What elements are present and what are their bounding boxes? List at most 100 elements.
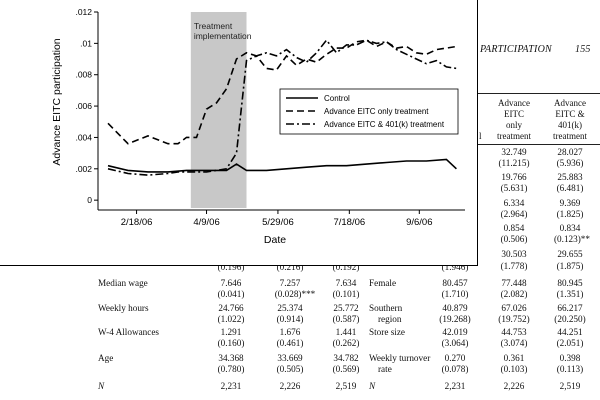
legend-label: Advance EITC & 401(k) treatment [324,120,445,129]
table-cell: (0.587) [332,314,360,324]
table-cell: 7.634 [335,278,357,288]
table-cell: 1.676 [279,327,301,337]
row-label: Store size [369,327,405,337]
table-cell: 33.669 [277,353,303,363]
band-label-line1: Treatment [194,21,233,31]
table-cell: 24.766 [218,303,244,313]
legend-label: Control [324,94,350,103]
table-cell: (0.780) [217,364,245,374]
row-label: Median wage [98,278,148,288]
table-cell: (0.041) [217,289,245,299]
table-cell: (5.631) [500,183,528,193]
table-cell: (0.461) [276,338,304,348]
y-axis-title: Advance EITC participation [51,38,63,165]
x-axis-title: Date [264,234,286,246]
table-cell: (2.051) [556,338,584,348]
y-tick-label: .012 [75,7,92,17]
col-head-line: only [505,120,522,130]
table-cell: 2,231 [220,381,242,391]
row-label: Weekly hours [98,303,149,313]
table-cell: 2,226 [279,381,301,391]
table-cell: (1.875) [556,261,584,271]
col-head-line: EITC [504,109,524,119]
table-cell: (0.160) [217,338,245,348]
y-tick-label: 0 [87,195,92,205]
table-cell: 2,231 [444,381,466,391]
table-cell: 42.019 [442,327,468,337]
col-head-line: treatment [553,131,587,141]
row-label-n: N [369,381,376,391]
table-cell: (3.074) [500,338,528,348]
table-cell: (20.250) [554,314,586,324]
table-cell: (0.914) [276,314,304,324]
table-cell: 0.361 [503,353,525,363]
table-cell: 66.217 [557,303,583,313]
chart-window: Treatment implementation 0 .002 .004 .006 .0… [0,0,478,266]
y-tick-label: .004 [75,132,92,142]
table-cell: 0.398 [559,353,581,363]
row-label-cont: region [378,314,402,324]
line-chart: Treatment implementation 0 .002 .004 .006 .0… [51,7,465,246]
row-label: W-4 Allowances [98,327,159,337]
table-cell: 7.257 [279,278,301,288]
table-cell: 0.854 [503,223,525,233]
x-tick-label: 2/18/06 [121,217,153,228]
table-cell: (5.936) [556,158,584,168]
table-cell: (0.123)** [554,234,590,244]
table-cell: 2,519 [559,381,581,391]
table-cell: (2.082) [500,289,528,299]
col-head-advance-eitc-401k: Advance EITC & 401(k) treatment [542,98,598,142]
row-label: Age [98,353,114,363]
y-tick-label: .002 [75,164,92,174]
table-head-rule [478,144,600,145]
table-cell: (1.022) [217,314,245,324]
table-cell: (11.215) [498,158,530,168]
table-cell: 25.374 [277,303,303,313]
page-number: 155 [575,44,591,55]
table-cell: 77.448 [501,278,527,288]
partial-col-marker: l [479,131,482,141]
table-cell: 44.753 [501,327,527,337]
table-cell: (0.192) [332,262,360,272]
row-label-n: N [98,381,105,391]
table-cell: (0.569) [332,364,360,374]
table-cell: 67.026 [501,303,527,313]
table-cell: (2.964) [500,209,528,219]
table-cell: (0.103) [500,364,528,374]
table-cell: (0.262) [332,338,360,348]
row-label: Female [369,278,397,288]
table-cell: (0.506) [500,234,528,244]
y-tick-label: .01 [80,38,92,48]
table-cell: 80.945 [557,278,583,288]
table-cell: 34.368 [218,353,244,363]
table-cell: 29.655 [557,249,583,259]
table-cell: 19.766 [501,172,527,182]
col-head-line: treatment [497,131,531,141]
table-cell: 80.457 [442,278,468,288]
x-tick-label: 5/29/06 [262,217,294,228]
table-cell: (0.113) [556,364,584,374]
legend-label: Advance EITC only treatment [324,107,429,116]
table-cell: 1.291 [220,327,242,337]
table-cell: (0.196) [217,262,245,272]
running-head: PARTICIPATION [480,44,552,55]
row-label: Weekly turnover [369,353,431,363]
table-cell: 25.772 [333,303,359,313]
table-cell: (1.710) [441,289,469,299]
x-tick-label: 4/9/06 [193,217,219,228]
y-tick-label: .006 [75,101,92,111]
table-cell: 30.503 [501,249,527,259]
axis-ticks: 0 .002 .004 .006 .008 .01 .012 2/18/06 4/9/06 5/2… [75,7,432,228]
table-cell: 0.834 [559,223,581,233]
table-cell: (3.064) [441,338,469,348]
row-label: Southern [369,303,403,313]
x-tick-label: 7/18/06 [333,217,365,228]
table-cell: 2,519 [335,381,357,391]
table-cell: 44.251 [557,327,583,337]
series-line-solid [107,158,457,173]
table-cell: (19.268) [439,314,471,324]
table-cell: 40.879 [442,303,468,313]
row-label-cont: rate [378,364,392,374]
table-cell: (0.078) [441,364,469,374]
x-tick-label: 9/6/06 [406,217,432,228]
